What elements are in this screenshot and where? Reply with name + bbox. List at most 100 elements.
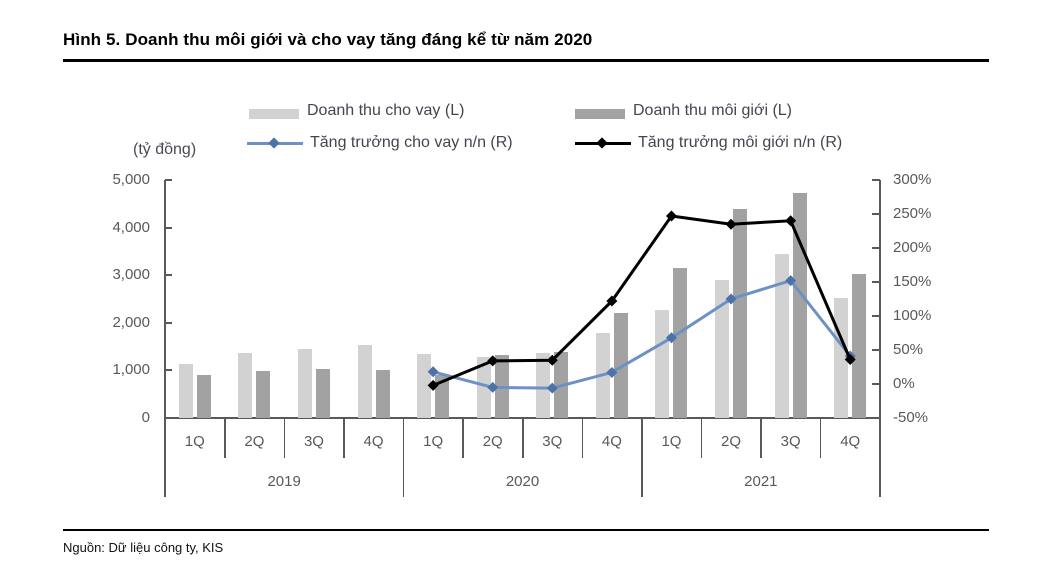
line-tang-truong-moi-gioi-marker xyxy=(487,355,499,367)
quarter-separator xyxy=(700,418,703,458)
left-axis-line xyxy=(164,180,166,497)
line-tang-truong-moi-gioi-marker xyxy=(844,354,856,366)
left-axis-tick xyxy=(165,179,172,181)
x-axis-quarter-label: 1Q xyxy=(423,433,444,450)
line-tang-truong-cho-vay-marker xyxy=(785,275,797,287)
bar-doanh-thu-moi-gioi xyxy=(315,368,330,418)
right-axis-tick xyxy=(872,247,880,249)
line-tang-truong-cho-vay-marker xyxy=(487,381,499,393)
quarter-separator xyxy=(283,418,286,458)
legend-label-moi-gioi-line: Tăng trưởng môi giới n/n (R) xyxy=(638,134,843,151)
x-axis-quarter-label: 3Q xyxy=(542,433,563,450)
right-axis-tick-label: -50% xyxy=(893,409,929,426)
bar-doanh-thu-moi-gioi xyxy=(673,268,688,418)
bar-doanh-thu-cho-vay xyxy=(536,352,551,418)
legend-label-cho-vay-bar: Doanh thu cho vay (L) xyxy=(307,102,465,119)
legend-label-moi-gioi-bar: Doanh thu môi giới (L) xyxy=(633,102,793,119)
bar-doanh-thu-moi-gioi xyxy=(256,371,271,418)
x-axis-quarter-label: 1Q xyxy=(184,433,205,450)
x-axis-quarter-label: 2Q xyxy=(244,433,265,450)
bar-doanh-thu-cho-vay xyxy=(178,364,193,418)
x-axis-quarter-label: 4Q xyxy=(601,433,622,450)
right-axis-line xyxy=(879,180,881,497)
line-tang-truong-moi-gioi-marker xyxy=(785,215,797,227)
line-tang-truong-moi-gioi-marker xyxy=(606,295,618,307)
bar-doanh-thu-cho-vay xyxy=(476,356,491,418)
right-axis-tick-label: 300% xyxy=(893,171,932,188)
left-axis-tick xyxy=(165,226,172,229)
right-axis-tick-label: 200% xyxy=(893,239,932,256)
left-axis-tick-label: 1,000 xyxy=(112,361,150,379)
title-divider xyxy=(63,59,989,62)
right-axis-tick xyxy=(872,281,880,283)
source-note: Nguồn: Dữ liệu công ty, KIS xyxy=(63,540,224,555)
right-axis-tick xyxy=(872,315,880,317)
x-axis-quarter-label: 2Q xyxy=(482,433,503,450)
quarter-separator xyxy=(224,418,226,458)
line-tang-truong-moi-gioi xyxy=(432,214,852,387)
left-axis-tick-label: 2,000 xyxy=(112,313,150,331)
right-axis-tick-label: 0% xyxy=(893,375,915,392)
x-axis-quarter-label: 3Q xyxy=(303,433,324,450)
bar-doanh-thu-moi-gioi xyxy=(435,375,450,418)
bar-doanh-thu-cho-vay xyxy=(238,353,253,418)
left-axis-tick xyxy=(165,274,172,277)
x-axis-quarter-label: 3Q xyxy=(780,433,801,450)
x-axis-quarter-label: 4Q xyxy=(363,433,384,450)
line-tang-truong-cho-vay-marker xyxy=(665,332,677,344)
right-axis-tick xyxy=(872,383,880,385)
line-tang-truong-cho-vay-marker xyxy=(427,366,439,378)
quarter-separator xyxy=(343,418,345,458)
x-axis-year-label: 2020 xyxy=(505,473,540,490)
line-tang-truong-cho-vay xyxy=(432,278,852,390)
quarter-separator xyxy=(462,418,464,458)
quarter-separator xyxy=(581,418,584,458)
bar-doanh-thu-cho-vay xyxy=(417,353,432,418)
bar-doanh-thu-moi-gioi xyxy=(196,374,211,418)
left-axis-tick xyxy=(165,321,172,324)
left-axis-tick-label: 0 xyxy=(141,409,150,426)
year-separator xyxy=(402,418,405,497)
bar-doanh-thu-moi-gioi xyxy=(375,369,390,418)
quarter-separator xyxy=(819,418,822,458)
bar-doanh-thu-cho-vay xyxy=(715,279,730,418)
left-axis-tick-label: 4,000 xyxy=(112,218,150,236)
legend-swatch-moi-gioi-bar xyxy=(575,109,625,119)
bar-doanh-thu-moi-gioi xyxy=(852,273,867,418)
right-axis-tick-label: 50% xyxy=(893,341,924,358)
bar-doanh-thu-cho-vay xyxy=(297,349,312,418)
line-tang-truong-moi-gioi-marker xyxy=(546,354,558,366)
line-tang-truong-moi-gioi-marker xyxy=(427,379,439,391)
x-axis-quarter-label: 1Q xyxy=(661,433,682,450)
line-tang-truong-cho-vay-marker xyxy=(546,382,558,394)
left-axis-unit-label: (tỷ đồng) xyxy=(133,141,197,158)
line-tang-truong-cho-vay-marker xyxy=(606,366,618,378)
left-axis-tick-label: 3,000 xyxy=(112,266,150,284)
bar-doanh-thu-cho-vay xyxy=(774,253,789,418)
right-axis-tick xyxy=(872,349,880,351)
line-tang-truong-moi-gioi-marker xyxy=(725,218,737,230)
right-axis-tick-label: 150% xyxy=(893,273,932,290)
left-axis-tick xyxy=(165,417,172,419)
footer-divider xyxy=(63,529,989,531)
right-axis-tick xyxy=(872,179,880,181)
x-axis-year-label: 2021 xyxy=(744,473,778,490)
right-axis-tick-label: 100% xyxy=(893,307,932,324)
growth-lines-layer xyxy=(427,210,856,394)
left-axis-tick xyxy=(165,369,172,372)
right-axis-tick xyxy=(872,417,880,419)
right-axis-tick xyxy=(872,213,880,215)
line-tang-truong-moi-gioi-marker xyxy=(665,210,677,222)
legend-label-cho-vay-line: Tăng trưởng cho vay n/n (R) xyxy=(310,134,513,151)
quarter-separator xyxy=(760,418,762,458)
figure-title: Hình 5. Doanh thu môi giới và cho vay tă… xyxy=(63,30,593,49)
x-axis-quarter-label: 4Q xyxy=(840,433,861,450)
x-axis-quarter-label: 2Q xyxy=(721,433,742,450)
year-separator xyxy=(641,418,643,497)
line-tang-truong-cho-vay-marker xyxy=(725,293,737,305)
legend-swatch-cho-vay-bar xyxy=(249,109,299,119)
x-axis-year-label: 2019 xyxy=(267,473,301,490)
quarter-separator xyxy=(522,418,524,458)
